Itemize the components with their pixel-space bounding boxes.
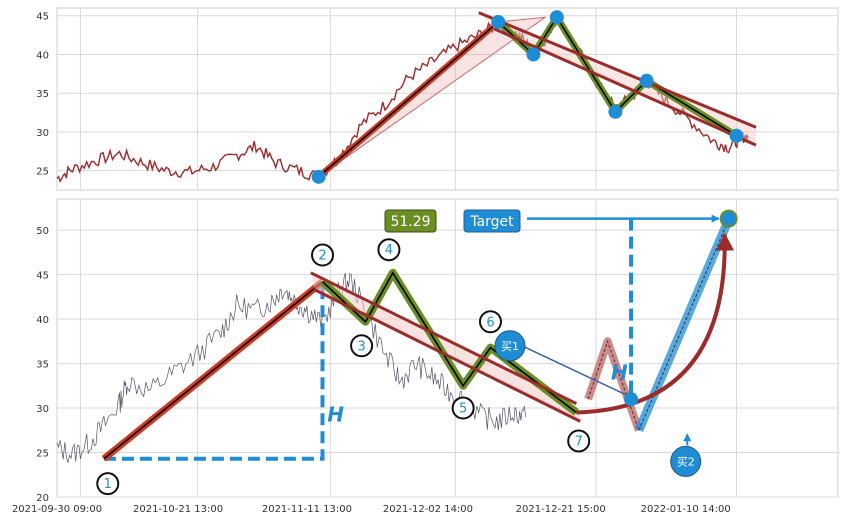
pivot-label-circle-2 (311, 243, 335, 267)
bottom-xtick-label: 2021-09-30 09:00 (12, 504, 102, 515)
top-panel-frame (56, 7, 839, 191)
pivot-label-1: 1 (104, 477, 112, 492)
top-panel-ytick-label: 35 (36, 89, 49, 100)
bottom-channel-lower (314, 288, 581, 423)
target-label-text: Target (469, 214, 514, 230)
pivot-label-3: 3 (357, 339, 365, 354)
top-channel-upper (478, 11, 757, 129)
target-label-box (463, 209, 521, 233)
pivot-label-circle-3 (350, 334, 374, 358)
top-channel-lower (493, 27, 757, 147)
bottom-projection-core (638, 219, 730, 431)
pivot-label-6: 6 (486, 315, 494, 330)
bottom-panel-ytick-label: 50 (36, 226, 49, 237)
bottom-height-measure (103, 281, 325, 461)
buy2-marker (670, 445, 702, 477)
bottom-xtick-label: 2021-11-11 13:00 (262, 504, 352, 515)
buy1-label: 买1 (501, 340, 519, 353)
pivot-label-2: 2 (318, 249, 326, 264)
top-channel-fill (478, 12, 756, 146)
top-pivot-point-4 (608, 104, 623, 119)
pivot-label-circle-7 (567, 429, 591, 453)
top-panel-ytick-label: 25 (36, 167, 49, 178)
pivot-label-7: 7 (575, 434, 583, 449)
pivot-label-4: 4 (385, 243, 393, 258)
pivot-label-5: 5 (459, 402, 467, 417)
bottom-panel-ytick-label: 20 (36, 493, 49, 504)
bottom-channel-fill (310, 272, 581, 422)
top-panel-ytick-label: 40 (36, 50, 49, 61)
pivot-label-circle-4 (377, 238, 401, 262)
pivot-label-circle-5 (451, 396, 475, 420)
bottom-projection-curve-arrow (576, 232, 735, 415)
bottom-xtick-label: 2021-12-02 14:00 (383, 504, 473, 515)
top-panel-ytick-label: 45 (36, 12, 49, 23)
buy1-marker (494, 330, 526, 362)
pivot-label-circle-6 (478, 310, 502, 334)
target-value-text: 51.29 (390, 214, 430, 230)
bottom-panel-ytick-label: 40 (36, 315, 49, 326)
bottom-xtick-label: 2022-01-10 14:00 (641, 504, 731, 515)
bottom-xtick-label: 2021-10-21 13:00 (133, 504, 223, 515)
bottom-height-label-2: H (611, 361, 628, 385)
pivot-label-circle-1 (96, 472, 120, 496)
top-impulse-core (318, 21, 499, 178)
top-pivot-point-3 (549, 10, 564, 25)
bottom-panel-ytick-label: 45 (36, 271, 49, 282)
top-pivot-point-6 (729, 128, 744, 143)
top-price-line (56, 16, 749, 183)
bottom-target-point (719, 209, 738, 228)
bottom-panel-ytick-label: 30 (36, 404, 49, 415)
buy1-connector (521, 345, 630, 398)
top-pivot-point-0 (311, 169, 326, 184)
top-pivot-point-5 (639, 73, 654, 88)
top-pivot-point-2 (526, 47, 541, 62)
bottom-impulse-core (103, 281, 324, 460)
top-zigzag-core (497, 15, 737, 137)
bottom-price-line (56, 272, 526, 463)
bottom-panel-ytick-label: 25 (36, 449, 49, 460)
bottom-panel-ytick-label: 35 (36, 360, 49, 371)
bottom-height-label-1: H (327, 402, 344, 426)
target-value-box (384, 209, 437, 233)
top-pivot-point-1 (491, 14, 506, 29)
buy1-target-dot (624, 392, 639, 407)
bottom-channel-upper (310, 271, 578, 405)
top-panel-ytick-label: 30 (36, 128, 49, 139)
bottom-xtick-label: 2021-12-21 15:00 (516, 504, 606, 515)
buy2-label: 买2 (677, 455, 695, 468)
